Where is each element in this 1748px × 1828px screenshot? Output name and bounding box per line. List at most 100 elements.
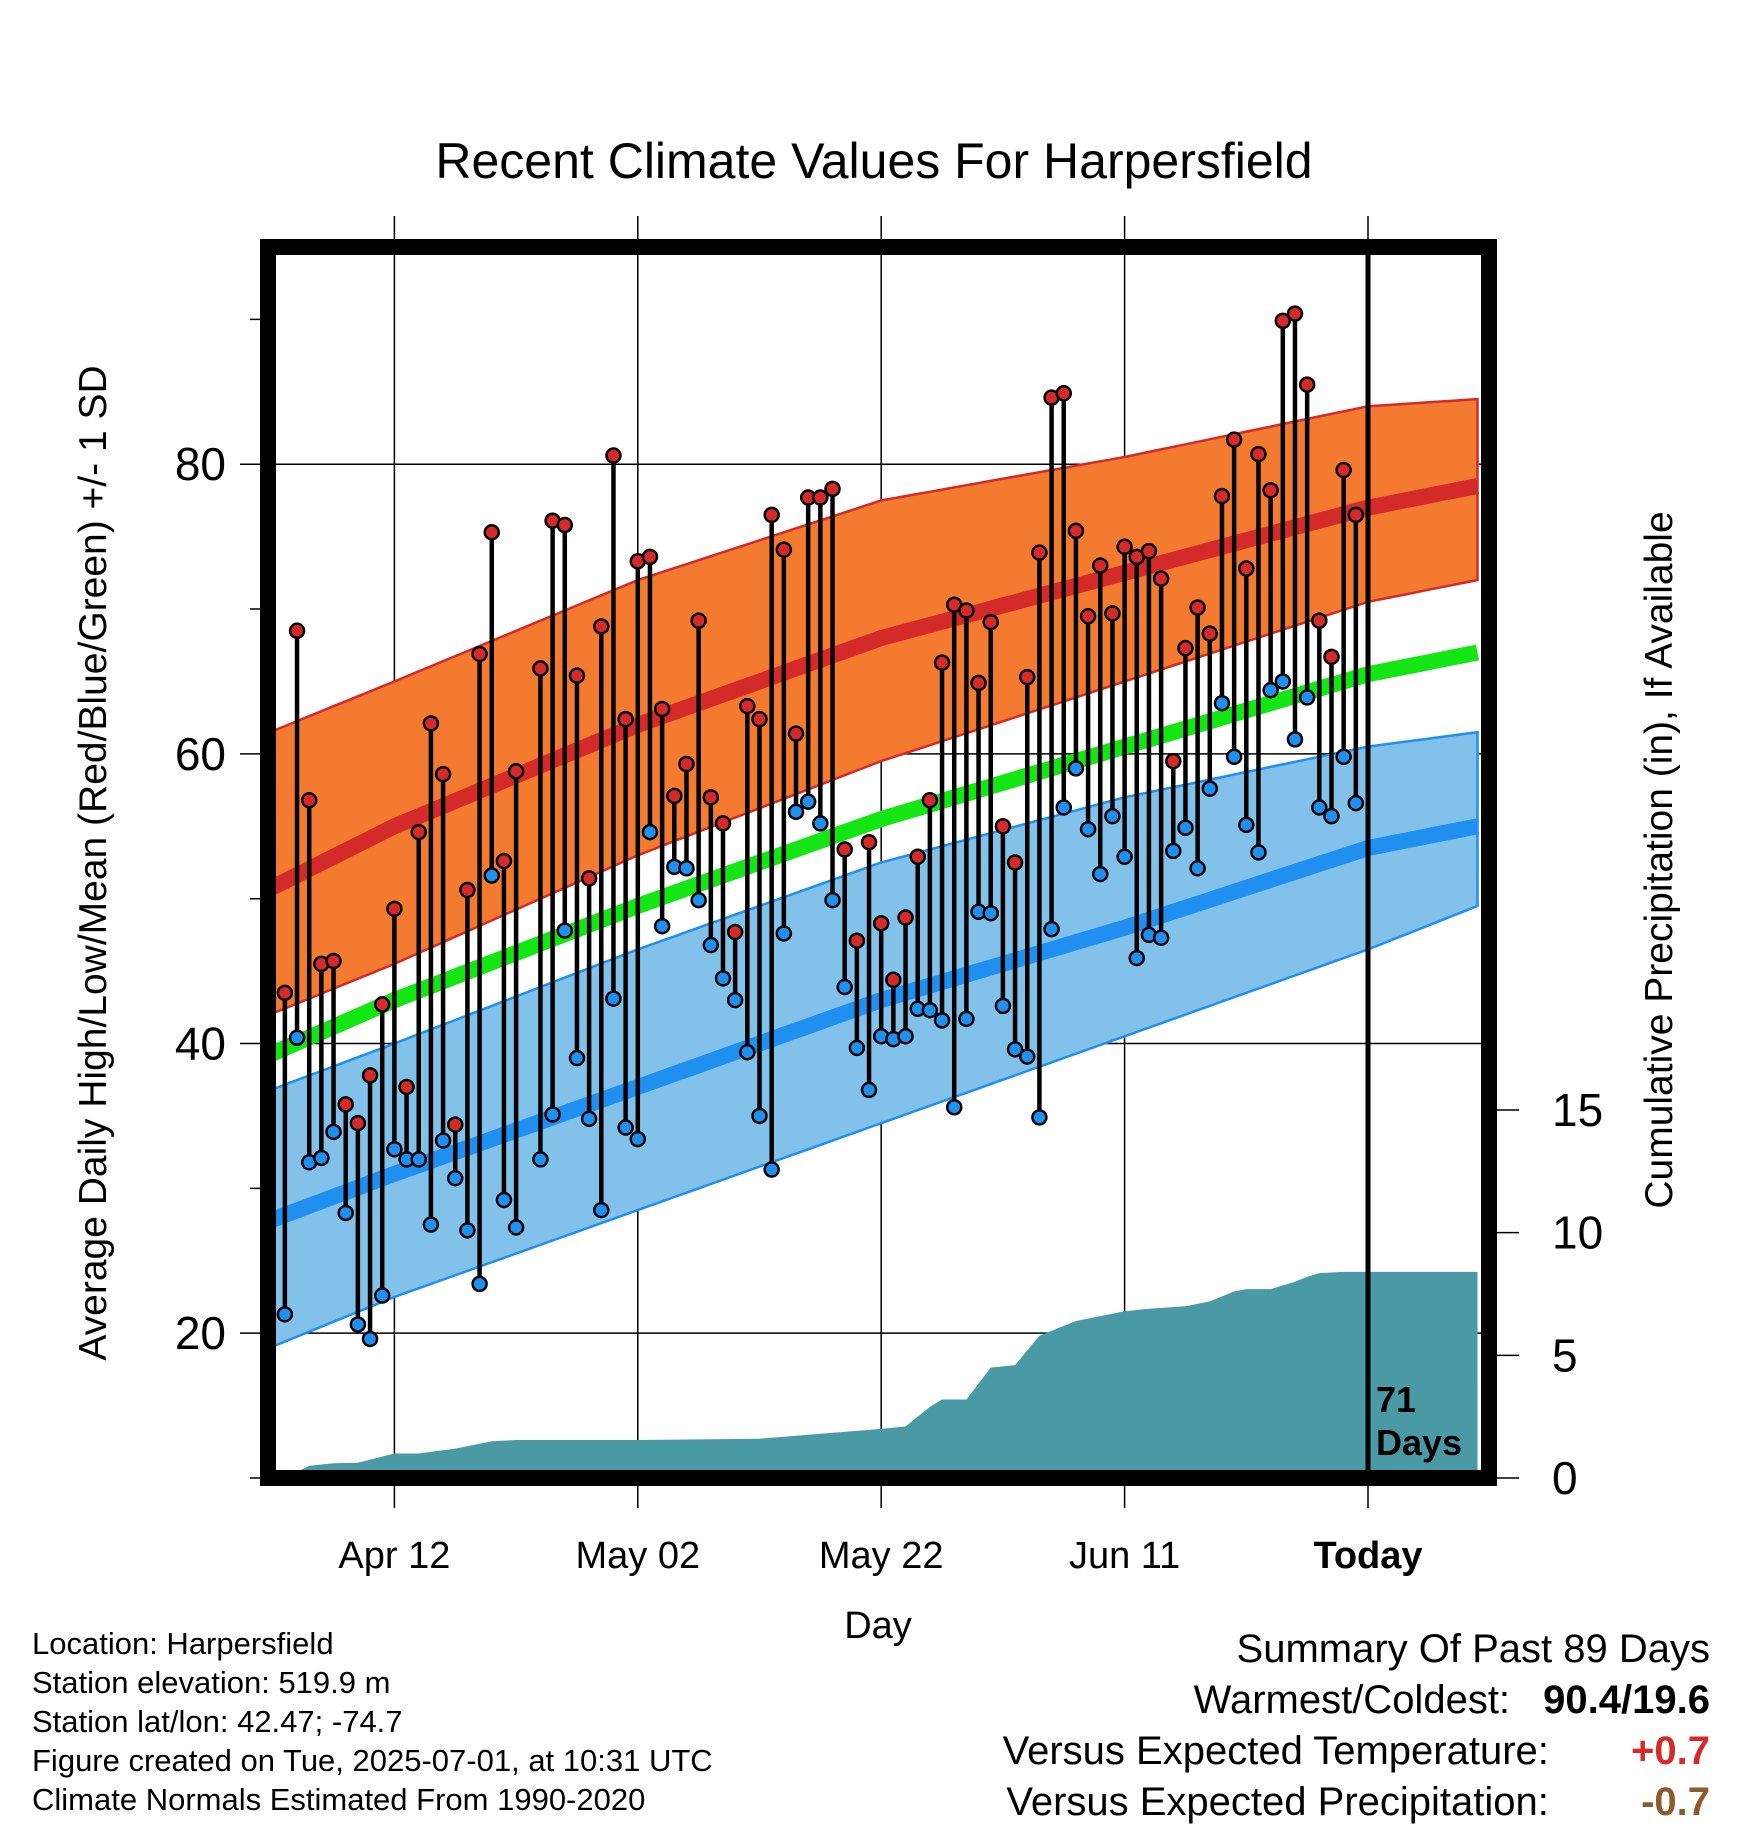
daily-high-point (1006, 854, 1024, 871)
daily-high-point (422, 715, 440, 732)
x-tick-label: Jun 11 (1069, 1535, 1180, 1577)
daily-high-point (775, 541, 793, 558)
daily-high-point (495, 852, 513, 870)
daily-low-point (532, 1151, 549, 1168)
daily-high-point (1031, 544, 1048, 561)
y-right-tick-label: 15 (1552, 1084, 1603, 1136)
daily-low-point (994, 997, 1012, 1015)
daily-low-point (434, 1132, 452, 1149)
x-tick-label: May 22 (819, 1535, 944, 1577)
daily-high-point (459, 881, 476, 899)
daily-low-point (690, 891, 707, 909)
info-elevation: Station elevation: 519.9 m (32, 1665, 391, 1700)
daily-low-point (1238, 816, 1255, 834)
daily-low-point (799, 793, 817, 810)
daily-high-point (994, 818, 1012, 835)
daily-high-point (1238, 560, 1255, 577)
daily-low-point (1201, 780, 1219, 797)
daily-low-point (313, 1149, 330, 1167)
daily-low-point (1347, 794, 1365, 812)
daily-low-point (507, 1219, 525, 1236)
daily-high-point (1250, 445, 1267, 463)
station-info: Location: Harpersfield Station elevation… (32, 1624, 713, 1819)
daily-low-point (1116, 848, 1133, 865)
daily-high-point (556, 516, 574, 534)
daily-high-point (1311, 612, 1328, 629)
daily-high-point (982, 613, 999, 631)
precip-anomaly-label: Versus Expected Precipitation: (1006, 1780, 1549, 1824)
daily-high-point (751, 710, 768, 728)
daily-low-point (848, 1039, 866, 1057)
daily-low-point (945, 1099, 963, 1116)
daily-high-point (860, 833, 878, 851)
chart-title: Recent Climate Values For Harpersfield (435, 133, 1313, 189)
warmest-value: 90.4/19.6 (1543, 1678, 1710, 1722)
plot-area (268, 247, 1489, 1478)
daily-high-point (1104, 605, 1121, 622)
y-left-axis-title: Average Daily High/Low/Mean (Red/Blue/Gr… (72, 365, 115, 1360)
y-left-tick-label: 80 (175, 438, 226, 490)
daily-low-point (751, 1107, 768, 1125)
daily-high-point (593, 618, 610, 635)
daily-high-point (398, 1078, 415, 1096)
daily-high-point (434, 765, 452, 783)
today-days-number: 71 (1376, 1379, 1416, 1420)
daily-high-point (933, 654, 951, 671)
daily-low-point (349, 1316, 367, 1333)
daily-high-point (1347, 506, 1365, 524)
daily-high-point (1140, 542, 1158, 560)
daily-low-point (1055, 799, 1072, 816)
daily-low-point (1152, 929, 1170, 947)
daily-low-point (593, 1201, 610, 1219)
summary-heading: Summary Of Past 89 Days (1236, 1627, 1710, 1671)
daily-high-point (361, 1067, 379, 1084)
daily-high-point (824, 480, 841, 498)
daily-high-point (1274, 312, 1292, 330)
daily-high-point (1116, 538, 1133, 556)
x-tick-label: Today (1313, 1535, 1422, 1577)
x-axis-title: Day (844, 1605, 912, 1647)
daily-high-point (1335, 461, 1352, 479)
daily-low-point (726, 991, 744, 1009)
daily-low-point (812, 815, 829, 832)
daily-low-point (1128, 949, 1146, 967)
daily-high-point (483, 524, 501, 541)
daily-low-point (933, 1012, 951, 1029)
daily-low-point (447, 1169, 464, 1187)
summary-panel: Summary Of Past 89 Days Warmest/Coldest:… (1003, 1624, 1710, 1828)
daily-low-point (495, 1191, 513, 1209)
daily-low-point (337, 1204, 354, 1222)
daily-high-point (1152, 570, 1170, 587)
daily-high-point (970, 674, 987, 692)
temp-anomaly-label: Versus Expected Temperature: (1002, 1729, 1549, 1773)
daily-low-point (1067, 760, 1085, 777)
daily-low-point (544, 1106, 561, 1123)
daily-low-point (617, 1119, 634, 1136)
y-right-tick-label: 5 (1552, 1329, 1578, 1381)
daily-high-point (373, 996, 391, 1013)
info-latlon: Station lat/lon: 42.47; -74.7 (32, 1704, 403, 1739)
daily-low-point (714, 970, 732, 987)
low-sd-band (268, 730, 1479, 1350)
daily-low-point (958, 1010, 975, 1028)
daily-high-point (288, 622, 306, 640)
daily-low-point (836, 978, 853, 996)
precip-anomaly-value: -0.7 (1641, 1780, 1710, 1824)
daily-high-point (580, 870, 598, 887)
x-tick-label: Apr 12 (338, 1535, 450, 1577)
daily-high-point (848, 932, 866, 949)
daily-high-point (1092, 557, 1109, 574)
daily-high-point (1225, 431, 1243, 448)
warmest-label: Warmest/Coldest: (1193, 1678, 1511, 1722)
daily-low-point (1298, 689, 1316, 706)
daily-low-point (982, 904, 999, 922)
daily-low-point (1092, 865, 1109, 883)
daily-low-point (653, 917, 671, 935)
daily-low-point (1262, 681, 1279, 699)
daily-low-point (288, 1029, 306, 1046)
info-location: Location: Harpersfield (32, 1626, 334, 1661)
daily-low-point (739, 1043, 756, 1061)
y-right-axis-title: Cumulative Precipitation (in), If Availa… (1638, 511, 1681, 1208)
daily-high-point (1323, 648, 1340, 666)
